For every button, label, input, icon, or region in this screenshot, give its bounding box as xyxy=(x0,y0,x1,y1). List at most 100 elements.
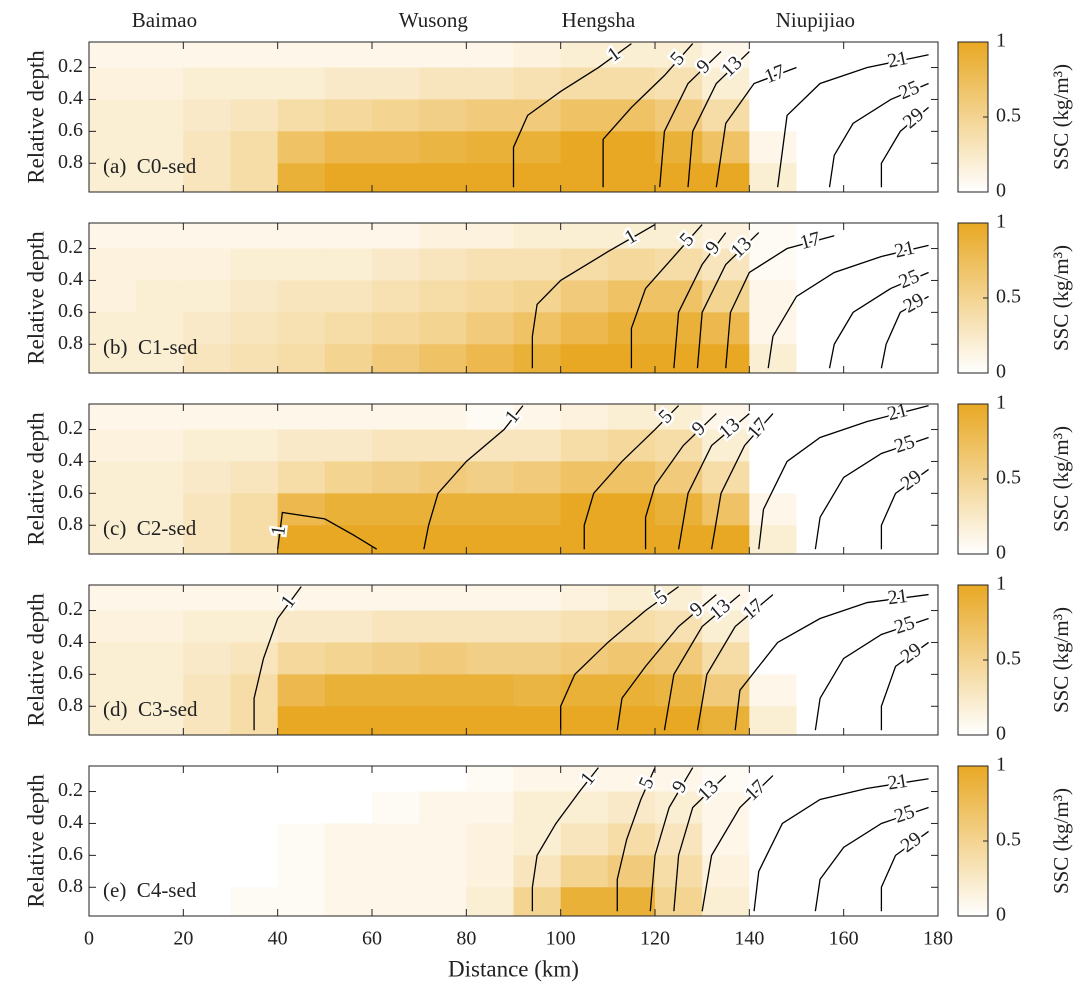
ssc-cell xyxy=(89,131,137,164)
ssc-cell xyxy=(607,706,656,735)
ssc-cell xyxy=(183,163,232,192)
colorbar-tick-label: 0 xyxy=(996,542,1006,564)
ssc-cell xyxy=(560,344,609,373)
ssc-cell xyxy=(749,493,798,526)
ssc-cell xyxy=(136,99,184,132)
ssc-cell xyxy=(655,493,703,526)
ssc-cell xyxy=(607,855,656,888)
y-tick-label: 0.4 xyxy=(58,449,83,471)
ssc-cell xyxy=(372,280,420,313)
colorbar-label: SSC (kg/m³) xyxy=(1049,788,1073,894)
ssc-cell xyxy=(183,248,232,282)
contour-line xyxy=(814,617,929,731)
y-tick-label: 0.4 xyxy=(58,811,83,833)
contour-line xyxy=(673,775,727,912)
ssc-cell xyxy=(183,610,232,644)
ssc-cell xyxy=(136,585,184,612)
ssc-cell xyxy=(702,429,750,463)
ssc-cell xyxy=(89,766,137,793)
ssc-cell xyxy=(324,99,373,132)
ssc-cell xyxy=(890,493,938,526)
ssc-cell xyxy=(466,493,515,526)
ssc-cell xyxy=(890,223,938,250)
ssc-cell xyxy=(655,791,703,825)
ssc-cell xyxy=(230,280,279,313)
ssc-cell xyxy=(655,280,703,313)
station-label: Wusong xyxy=(399,8,469,32)
ssc-cell xyxy=(560,404,609,431)
ssc-cell xyxy=(419,855,467,888)
ssc-cell xyxy=(560,42,609,69)
ssc-cell xyxy=(513,525,562,554)
contour-line xyxy=(531,224,656,369)
ssc-cell xyxy=(749,429,798,463)
ssc-cell xyxy=(277,280,326,313)
contour-line xyxy=(767,244,929,369)
ssc-cell xyxy=(136,610,184,644)
ssc-cell xyxy=(890,525,938,554)
ssc-cell xyxy=(890,99,938,132)
ssc-cell xyxy=(372,823,420,856)
ssc-cell xyxy=(183,461,232,494)
ssc-cell xyxy=(607,429,656,463)
ssc-cell xyxy=(749,766,798,793)
ssc-cell xyxy=(89,642,137,675)
ssc-cell xyxy=(183,429,232,463)
ssc-cell xyxy=(749,887,798,916)
ssc-cell xyxy=(796,248,845,282)
y-tick-label: 0.6 xyxy=(58,843,83,865)
colorbar-tick-label: 0 xyxy=(996,361,1006,383)
ssc-cell xyxy=(183,855,232,888)
ssc-cell xyxy=(890,248,938,282)
ssc-cell xyxy=(419,131,467,164)
ssc-cell xyxy=(796,223,845,250)
ssc-cell xyxy=(324,823,373,856)
ssc-cell xyxy=(607,642,656,675)
ssc-cell xyxy=(372,791,420,825)
ssc-cell xyxy=(466,42,515,69)
y-tick-label: 0.2 xyxy=(58,417,83,439)
ssc-cell xyxy=(843,404,892,431)
colorbar-tick-label: 0.5 xyxy=(996,467,1021,489)
axes-frame xyxy=(88,403,939,555)
y-tick-label: 0.8 xyxy=(58,513,83,535)
ssc-cell xyxy=(89,312,137,345)
x-tick-label: 60 xyxy=(362,928,382,950)
ssc-cell xyxy=(277,223,326,250)
ssc-cell xyxy=(466,791,515,825)
y-axis-label: Relative depth xyxy=(23,593,48,727)
ssc-cell xyxy=(607,67,656,101)
ssc-cell xyxy=(230,42,279,69)
contour-line xyxy=(560,586,679,731)
ssc-cell xyxy=(702,766,750,793)
colorbar-tick-label: 1 xyxy=(996,392,1006,414)
ssc-cell xyxy=(372,99,420,132)
ssc-cell xyxy=(560,223,609,250)
contour-line xyxy=(649,767,694,912)
ssc-cell xyxy=(702,42,750,69)
ssc-cell xyxy=(324,887,373,916)
ssc-cell xyxy=(136,280,184,313)
ssc-cell xyxy=(324,585,373,612)
ssc-cell xyxy=(372,312,420,345)
ssc-cell xyxy=(796,823,845,856)
ssc-cell xyxy=(136,461,184,494)
ssc-cell xyxy=(607,99,656,132)
ssc-cell xyxy=(419,42,467,69)
contour-line xyxy=(715,66,797,188)
ssc-cell xyxy=(890,163,938,192)
colorbar-tick-label: 0.5 xyxy=(996,648,1021,670)
y-axis-label: Relative depth xyxy=(23,412,48,546)
ssc-cell xyxy=(466,585,515,612)
ssc-cell xyxy=(560,823,609,856)
ssc-cell xyxy=(419,344,467,373)
contour-line xyxy=(512,43,632,188)
ssc-cell xyxy=(702,674,750,707)
ssc-cell xyxy=(843,312,892,345)
ssc-cell xyxy=(230,823,279,856)
station-label: Niupijiao xyxy=(776,8,855,32)
